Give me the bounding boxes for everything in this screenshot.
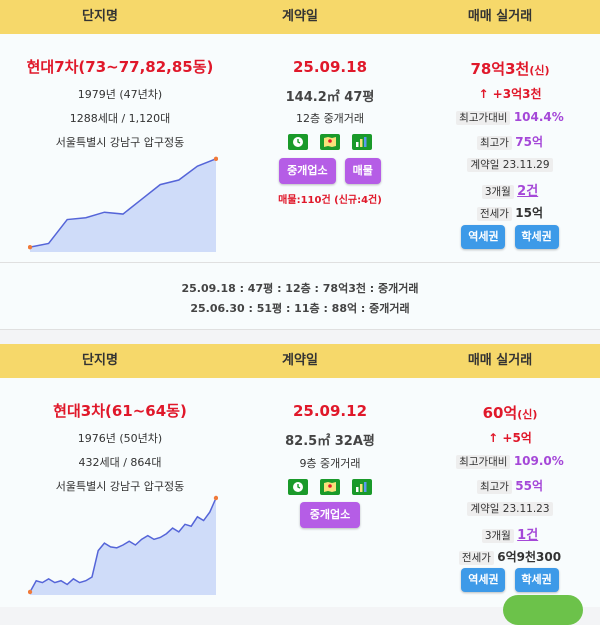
vs-high-row: 최고가대비 109.0% xyxy=(410,454,600,469)
trend-area xyxy=(30,158,216,252)
map-icons xyxy=(230,479,430,495)
high-price-date: 계약일 23.11.29 xyxy=(410,157,600,172)
jeonse-value: 15억 xyxy=(515,206,544,220)
three-month-count[interactable]: 2건 xyxy=(517,184,539,199)
broker-button[interactable]: 중개업소 xyxy=(299,502,361,528)
school-area-button[interactable]: 학세권 xyxy=(514,225,559,249)
jeonse-value: 6억9천300 xyxy=(497,550,562,564)
households-parking: 432세대 / 864대 xyxy=(78,456,162,469)
complex-name[interactable]: 현대7차(73~77,82,85동) xyxy=(26,58,214,76)
trend-end-point xyxy=(213,495,218,501)
vs-high-value: 104.4% xyxy=(513,110,564,124)
address: 서울특별시 강남구 압구정동 xyxy=(55,136,185,149)
map-icon[interactable] xyxy=(320,479,340,495)
trend-end-point xyxy=(213,156,218,162)
table-header: 단지명 계약일 매매 실거래 xyxy=(0,0,600,34)
built-year: 1976년 (50년차) xyxy=(77,432,163,445)
households-parking: 1288세대 / 1,120대 xyxy=(69,112,171,125)
trend-line xyxy=(29,497,217,593)
header-trade-price: 매매 실거래 xyxy=(467,353,533,368)
chart-icon[interactable] xyxy=(352,479,372,495)
clock-icon[interactable] xyxy=(288,134,308,150)
contract-date: 25.09.18 xyxy=(292,58,368,76)
three-month-row: 3개월 1건 xyxy=(410,524,600,543)
header-complex: 단지명 xyxy=(82,9,118,24)
high-price-row: 최고가 75억 xyxy=(410,133,600,150)
price-delta: ↑ +3억3천 xyxy=(478,87,542,101)
broker-button[interactable]: 중개업소 xyxy=(279,158,336,184)
trade-price: 78억3천(신) xyxy=(470,60,550,78)
listing-card-2: 현대3차(61~64동) 1976년 (50년차) 432세대 / 864대 서… xyxy=(0,378,600,607)
new-tag: (신) xyxy=(517,408,538,421)
school-area-button[interactable]: 학세권 xyxy=(514,568,559,592)
floor-trade-type: 12층 중개거래 xyxy=(295,112,365,125)
three-month-row: 3개월 2건 xyxy=(410,180,600,199)
built-year: 1979년 (47년차) xyxy=(77,88,163,101)
floor-trade-type: 9층 중개거래 xyxy=(299,457,361,470)
address: 서울특별시 강남구 압구정동 xyxy=(55,480,185,493)
three-month-count[interactable]: 1건 xyxy=(517,528,539,543)
header-trade-price: 매매 실거래 xyxy=(467,9,533,24)
area-size: 144.2㎡ 47평 xyxy=(285,90,375,105)
history-row: 25.09.18 : 47평 : 12층 : 78억3천 : 중개거래 xyxy=(181,282,419,295)
high-price-value: 75억 xyxy=(515,135,544,149)
map-icon[interactable] xyxy=(320,134,340,150)
floating-action-button[interactable] xyxy=(503,595,583,625)
header-contract-date: 계약일 xyxy=(282,9,318,24)
trend-line xyxy=(29,158,217,248)
jeonse-row: 전세가 6억9천300 xyxy=(410,548,600,565)
listing-card-1: 현대7차(73~77,82,85동) 1979년 (47년차) 1288세대 /… xyxy=(0,34,600,262)
station-area-button[interactable]: 역세권 xyxy=(461,568,506,592)
vs-high-row: 최고가대비 104.4% xyxy=(410,110,600,125)
listing-count: 매물:110건 (신규:4건) xyxy=(278,195,382,206)
listing-button[interactable]: 매물 xyxy=(344,158,381,184)
header-contract-date: 계약일 xyxy=(282,353,318,368)
new-tag: (신) xyxy=(529,64,550,77)
trend-area xyxy=(30,498,216,595)
contract-date: 25.09.12 xyxy=(292,402,368,420)
complex-name[interactable]: 현대3차(61~64동) xyxy=(53,402,187,420)
trade-history: 25.09.18 : 47평 : 12층 : 78억3천 : 중개거래 25.0… xyxy=(0,262,600,330)
vs-high-value: 109.0% xyxy=(513,454,564,468)
high-price-date: 계약일 23.11.23 xyxy=(410,501,600,516)
chart-icon[interactable] xyxy=(352,134,372,150)
price-trend-chart xyxy=(28,156,218,252)
clock-icon[interactable] xyxy=(288,479,308,495)
price-delta: ↑ +5억 xyxy=(488,431,532,445)
trade-price: 60억(신) xyxy=(482,404,538,422)
high-price-value: 55억 xyxy=(515,479,544,493)
trend-start-point xyxy=(28,244,33,250)
header-complex: 단지명 xyxy=(82,353,118,368)
history-row: 25.06.30 : 51평 : 11층 : 88억 : 중개거래 xyxy=(190,302,410,315)
area-size: 82.5㎡ 32A평 xyxy=(285,434,375,449)
jeonse-row: 전세가 15억 xyxy=(410,204,600,221)
price-trend-chart xyxy=(28,495,218,595)
high-price-row: 최고가 55억 xyxy=(410,477,600,494)
table-header: 단지명 계약일 매매 실거래 xyxy=(0,344,600,378)
trend-start-point xyxy=(28,589,33,595)
station-area-button[interactable]: 역세권 xyxy=(461,225,506,249)
map-icons xyxy=(230,134,430,150)
